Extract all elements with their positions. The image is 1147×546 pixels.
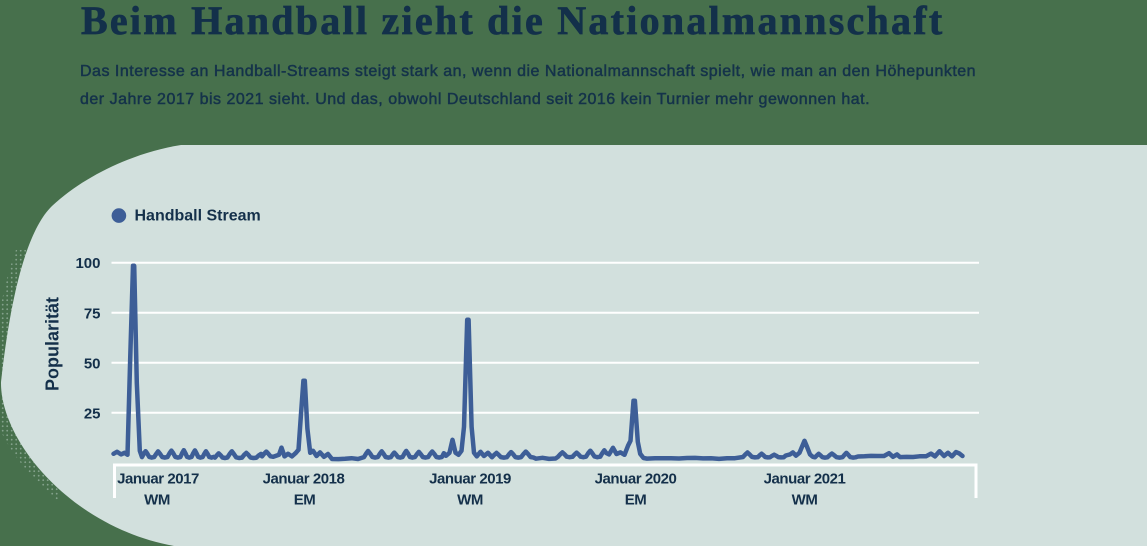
svg-text:Popularität: Popularität	[43, 297, 63, 391]
svg-text:50: 50	[84, 355, 101, 372]
svg-text:WM: WM	[792, 492, 818, 509]
svg-text:Januar 2018: Januar 2018	[263, 471, 345, 488]
svg-text:Januar 2021: Januar 2021	[764, 471, 846, 488]
svg-text:Handball Stream: Handball Stream	[135, 208, 261, 225]
svg-text:25: 25	[84, 405, 101, 422]
svg-text:Januar 2019: Januar 2019	[429, 471, 511, 488]
svg-text:Januar 2017: Januar 2017	[117, 471, 199, 488]
svg-text:EM: EM	[294, 492, 316, 509]
svg-text:100: 100	[75, 255, 100, 272]
svg-text:75: 75	[84, 305, 101, 322]
svg-text:WM: WM	[144, 492, 170, 509]
svg-text:WM: WM	[457, 492, 483, 509]
svg-text:Januar 2020: Januar 2020	[595, 471, 677, 488]
svg-text:EM: EM	[625, 492, 647, 509]
